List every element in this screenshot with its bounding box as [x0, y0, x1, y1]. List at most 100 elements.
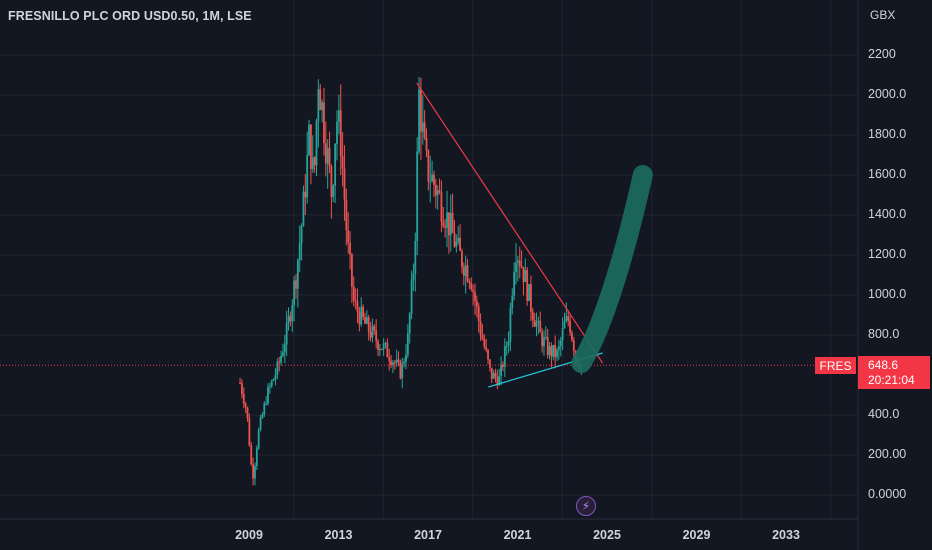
price-axis-tick: 200.00: [868, 447, 907, 461]
price-axis-tick: 800.0: [868, 327, 900, 341]
last-price-label: 648.6 20:21:04: [858, 356, 930, 389]
candle: [399, 359, 402, 380]
candle: [354, 288, 357, 310]
candle: [563, 312, 566, 329]
candle-body: [265, 403, 268, 405]
candle-body: [268, 386, 271, 388]
candles-series[interactable]: [239, 76, 583, 486]
candle-body: [308, 124, 310, 155]
candle-body: [276, 361, 279, 375]
candle: [401, 357, 404, 389]
candle: [453, 220, 456, 248]
price-axis-tick: 0.0000: [868, 487, 907, 501]
candle-body: [556, 350, 558, 358]
candle: [505, 341, 508, 356]
candle-body: [326, 148, 329, 164]
candle-body: [520, 266, 523, 268]
candle: [336, 110, 338, 161]
candle: [490, 367, 493, 384]
candle: [291, 299, 294, 333]
candle: [377, 339, 379, 357]
candle-body: [440, 191, 443, 222]
candle: [487, 348, 489, 365]
candle: [498, 368, 501, 386]
candle-body: [328, 148, 331, 167]
candle: [541, 328, 544, 353]
candle-body: [505, 345, 508, 347]
time-axis-tick: 2033: [772, 528, 800, 542]
candle: [556, 347, 558, 362]
candle: [308, 119, 310, 157]
candle: [255, 445, 258, 470]
candle-body: [569, 320, 571, 333]
candle-body: [399, 361, 402, 379]
candle: [537, 316, 540, 335]
time-axis-tick: 2025: [593, 528, 621, 542]
candle: [451, 193, 454, 234]
candle: [526, 266, 529, 306]
candle-body: [270, 380, 273, 387]
candle-body: [306, 154, 309, 198]
candle: [446, 190, 448, 248]
candle-body: [550, 345, 553, 357]
candle: [434, 178, 437, 209]
candle-body: [489, 359, 491, 368]
candle: [267, 383, 269, 406]
candle: [278, 356, 281, 372]
candle-body: [403, 361, 406, 364]
candle-body: [571, 332, 573, 341]
candle: [268, 382, 271, 394]
candle-body: [334, 143, 337, 186]
candle: [293, 275, 296, 322]
candle: [520, 250, 523, 269]
candle-body: [362, 306, 365, 318]
candle: [569, 315, 571, 336]
candle-body: [516, 260, 519, 263]
candle: [494, 368, 497, 383]
candle-body: [459, 237, 461, 251]
candle: [362, 304, 365, 320]
candle: [475, 295, 478, 318]
candle: [304, 173, 307, 216]
candle: [283, 334, 286, 364]
candle: [431, 160, 434, 183]
candle: [358, 306, 361, 332]
drawings[interactable]: [416, 82, 653, 388]
candle: [306, 131, 309, 204]
candle: [472, 284, 475, 306]
candle-body: [367, 317, 370, 332]
candle-body: [324, 143, 327, 164]
candle: [459, 224, 461, 252]
currency-label[interactable]: GBX: [870, 8, 896, 22]
candle-body: [380, 348, 383, 350]
candle-body: [434, 184, 437, 196]
candle-body: [539, 320, 542, 333]
candle-body: [382, 343, 385, 350]
price-scale-panel[interactable]: [858, 0, 932, 550]
candle-body: [339, 110, 342, 157]
candle: [423, 110, 426, 141]
candle-body: [515, 262, 517, 273]
candle-body: [464, 265, 467, 276]
candle-body: [373, 326, 376, 331]
candle-body: [267, 387, 269, 404]
candle-body: [317, 89, 320, 121]
candle-body: [423, 122, 426, 138]
candle: [552, 344, 555, 361]
candle-body: [250, 445, 253, 465]
lightning-icon[interactable]: ⚡: [576, 496, 596, 516]
candle-body: [559, 340, 562, 347]
candle: [352, 276, 355, 307]
candle: [418, 76, 420, 155]
candle-body: [526, 270, 529, 301]
candle-body: [557, 346, 560, 351]
candle-body: [518, 260, 521, 267]
candle-body: [388, 357, 391, 361]
candle-body: [347, 230, 350, 243]
candle: [364, 312, 366, 325]
candle: [244, 401, 247, 413]
candle: [503, 338, 506, 377]
candle: [557, 339, 560, 360]
symbol-title[interactable]: FRESNILLO PLC ORD USD0.50, 1M, LSE: [8, 9, 252, 23]
